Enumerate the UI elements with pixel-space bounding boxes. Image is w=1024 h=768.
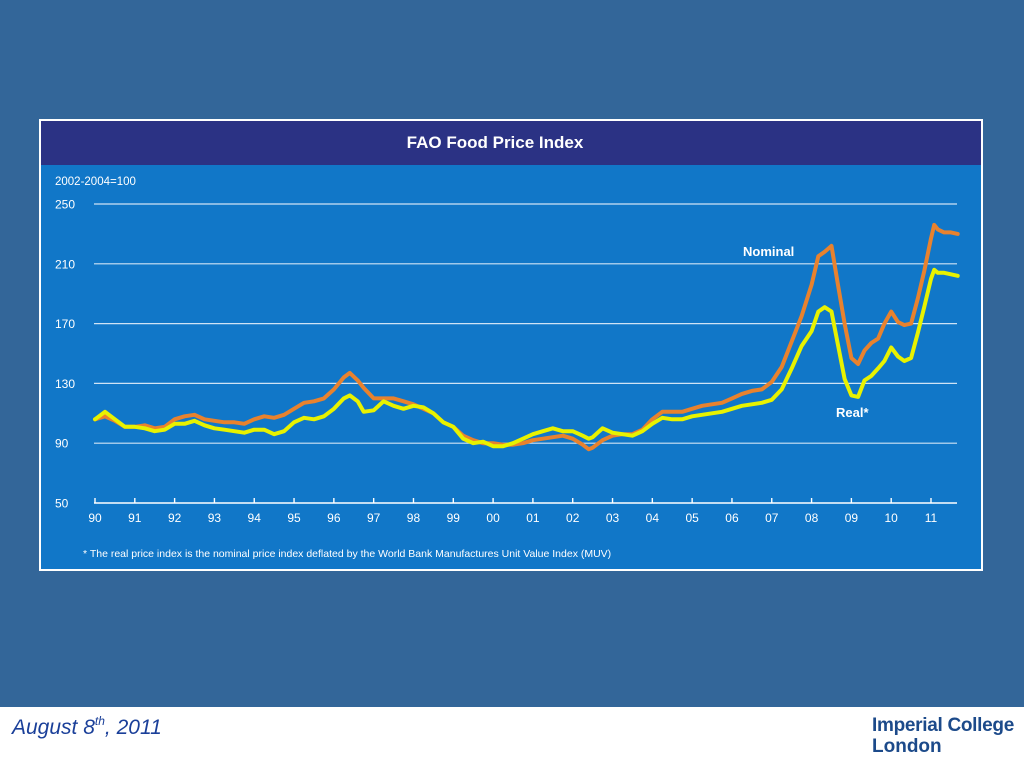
chart-footnote: * The real price index is the nominal pr… [83,548,611,560]
x-tick-label: 93 [208,511,222,525]
x-tick-label: 11 [925,511,938,525]
date-superscript: th [94,714,105,728]
logo-line-2: London [872,736,942,757]
x-tick-label: 98 [407,511,421,525]
x-tick-label: 94 [248,511,262,525]
series-line-real [93,267,960,449]
y-tick-label: 250 [55,198,75,212]
x-tick-label: 90 [88,511,102,525]
x-tick-label: 03 [606,511,620,525]
footer-bar [0,707,1024,768]
x-tick-label: 07 [765,511,779,525]
series-label-nominal: Nominal [743,244,794,259]
chart-frame: FAO Food Price Index 2002-2004=100 250 210 1… [39,119,983,571]
x-tick-label: 09 [845,511,859,525]
fao-food-price-index-chart: FAO Food Price Index 2002-2004=100 250 210 1… [41,121,981,569]
chart-unit-label: 2002-2004=100 [55,176,136,188]
x-tick-label: 97 [367,511,381,525]
y-tick-label: 130 [55,377,75,391]
series-line-nominal [93,222,960,452]
x-tick-label: 06 [725,511,739,525]
imperial-college-logo: Imperial College London [872,715,1018,757]
date-main: August 8 [12,716,95,739]
x-tick-label: 04 [646,511,660,525]
x-tick-label: 96 [327,511,341,525]
y-tick-label: 50 [55,497,69,511]
x-tick-label: 05 [685,511,699,525]
x-tick-label: 91 [128,511,142,525]
chart-panel [41,121,981,569]
y-tick-label: 90 [55,437,69,451]
x-tick-label: 92 [168,511,182,525]
series-label-real: Real* [836,405,869,420]
x-tick-label: 08 [805,511,819,525]
y-tick-label: 170 [55,317,75,331]
x-tick-label: 99 [447,511,461,525]
y-tick-label: 210 [55,257,75,271]
x-tick-label: 02 [566,511,580,525]
chart-title: FAO Food Price Index [407,133,584,152]
x-tick-label: 01 [526,511,540,525]
logo-line-1: Imperial College [872,715,1014,736]
slide-date: August 8th, 2011 [12,714,162,740]
date-tail: , 2011 [104,716,162,739]
chart-title-bar [41,121,981,165]
x-tick-label: 00 [486,511,500,525]
x-tick-label: 95 [287,511,301,525]
x-tick-label: 10 [885,511,899,525]
